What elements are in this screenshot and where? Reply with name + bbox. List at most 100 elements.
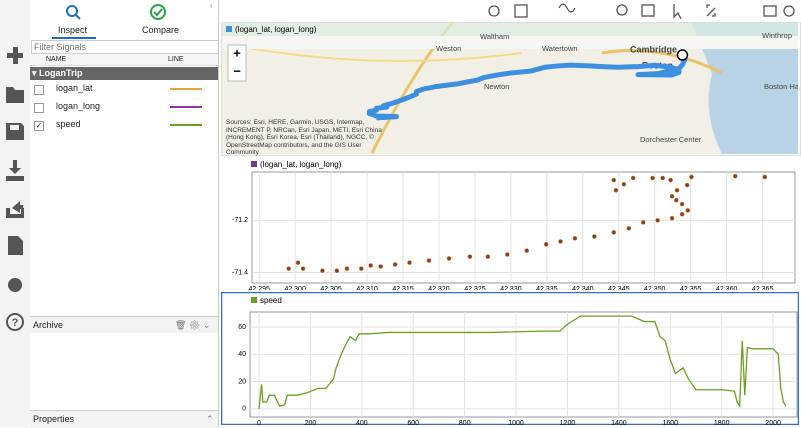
zoom-box[interactable] [227,44,247,82]
scatter-point [611,177,617,183]
scatter-point [630,175,636,181]
x-tick-label: 42.310 [356,286,378,290]
scatter-point [344,266,350,271]
scatter-point [689,174,694,180]
scatter-point [679,212,685,217]
y-tick-label: -71.4 [232,269,248,276]
x-tick-label: 42.320 [428,286,450,290]
scatter-point [572,236,578,241]
scatter-point [613,187,619,193]
signal-checkbox[interactable] [34,85,44,95]
group-name: LoganTrip [39,68,83,78]
help-icon[interactable] [6,313,24,331]
report-icon[interactable] [8,236,23,255]
scatter-point [611,230,617,235]
x-tick-label: 200 [305,420,317,425]
signal-line [170,124,202,126]
map-label: Watertown [542,44,578,53]
scatter-point [378,264,384,269]
x-tick-label: 42.345 [608,286,630,290]
scatter-point [467,254,473,259]
signal-name[interactable]: logan_long [56,101,101,111]
x-tick-label: 1600 [662,420,678,425]
x-tick-label: 600 [407,420,419,425]
fullscreen-icon[interactable] [706,4,716,17]
x-tick-label: 42.335 [536,286,558,290]
x-tick-label: 42.355 [680,286,702,290]
scatter-point [669,215,675,221]
scatter-point [684,182,690,188]
x-tick-label: 42.300 [284,286,306,290]
pointer-icon[interactable] [673,4,682,20]
map-label: Waltham [480,32,509,41]
x-tick-label: 2000 [765,420,781,425]
scatter-plot: 42.295 42.300 42.305 42.310 42.315 42.320 42.3… [232,160,796,290]
x-tick-label: 1400 [611,420,627,425]
plot-toolbar [488,3,795,20]
map-route [366,53,688,121]
scatter-point [426,258,432,263]
cursor-icon[interactable] [558,3,576,13]
export-icon[interactable] [6,201,24,218]
scatter-point [733,173,738,179]
snapshot-icon[interactable] [763,5,777,17]
column-header: NAME LINE [30,54,218,66]
tab-compare[interactable]: Compare [142,25,180,35]
import-icon[interactable] [6,160,24,181]
col-line[interactable]: LINE [168,56,184,63]
x-tick-label: 42.325 [464,286,486,290]
x-tick-label: 400 [356,420,368,425]
signal-checkbox[interactable]: ✓ [34,121,44,131]
scatter-point [407,260,412,265]
signal-line [170,106,202,108]
tab-icons: ‹ [52,1,213,39]
svg-text:+: + [233,45,241,60]
map-label: Weston [436,44,461,53]
group-row[interactable]: ▾ LoganTrip [30,67,218,80]
scatter-point [300,266,306,271]
scatter-point [650,175,655,181]
scatter-point [524,248,530,253]
layout-icon[interactable] [514,4,528,18]
map-label: Newton [484,82,509,91]
tab-inspect[interactable]: Inspect [58,25,88,35]
scatter-point [626,226,632,231]
map-label: Cambridge [630,44,677,54]
signal-name[interactable]: speed [56,119,81,129]
open-icon[interactable] [6,87,24,103]
signal-name[interactable]: logan_lat [56,83,93,93]
x-tick-label: 800 [459,420,471,425]
scatter-point [640,220,646,225]
legend-swatch [226,26,232,32]
y-tick-label: -71.2 [232,217,248,224]
signal-checkbox[interactable] [34,103,44,113]
x-tick-label: 0 [257,420,261,425]
tool-strip: ? [0,0,30,427]
scatter-point [660,175,665,181]
svg-text:‹: ‹ [210,1,213,10]
scatter-point [543,242,549,247]
filter-input[interactable]: Filter Signals [31,40,219,54]
y-tick-label: 0 [242,406,246,413]
properties-title: Properties [33,414,75,424]
play-icon[interactable] [488,5,500,17]
save-icon[interactable] [6,123,24,140]
col-name[interactable]: NAME [46,56,67,63]
plot-area [251,171,796,284]
x-tick-label: 1200 [560,420,576,425]
x-tick-label: 42.350 [644,286,666,290]
scatter-point [655,218,660,223]
x-tick-label: 1800 [714,420,730,425]
zoom-icon[interactable] [616,4,628,16]
scatter-point [295,260,301,265]
scatter-point [505,252,510,257]
settings-icon[interactable] [783,5,795,17]
y-tick-label: 20 [238,378,246,385]
scatter-point [674,187,680,193]
settings-icon[interactable] [8,278,22,292]
signal-line [170,88,202,90]
inspect-panel: ‹ Inspect Compare Filter Signals NAME LI… [30,0,219,428]
x-tick-label: 42.305 [320,286,342,290]
fit-icon[interactable] [641,4,655,17]
svg-text:−: − [233,63,241,78]
